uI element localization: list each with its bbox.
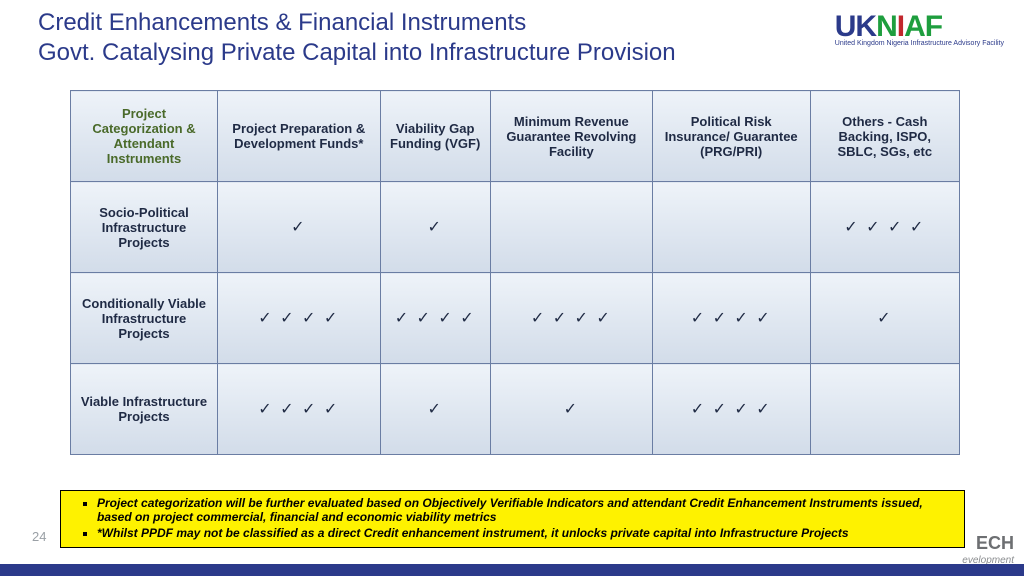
tick-marks: ✓ ✓ ✓ ✓	[258, 310, 339, 327]
table-cell: ✓ ✓ ✓ ✓	[218, 273, 381, 364]
table-cell: ✓	[490, 364, 652, 455]
table-cell: ✓ ✓ ✓ ✓	[490, 273, 652, 364]
table-header-cell: Others - Cash Backing, ISPO, SBLC, SGs, …	[810, 91, 959, 182]
table-cell: ✓	[810, 273, 959, 364]
notes-box: Project categorization will be further e…	[60, 490, 965, 548]
row-label: Conditionally Viable Infrastructure Proj…	[71, 273, 218, 364]
tick-marks: ✓	[877, 310, 892, 327]
table-cell: ✓ ✓ ✓ ✓	[652, 364, 810, 455]
table-cell: ✓	[218, 182, 381, 273]
table-cell: ✓ ✓ ✓ ✓	[380, 273, 490, 364]
footer-logo-main: ECH	[976, 533, 1014, 554]
page-number: 24	[32, 529, 46, 544]
table-row: Conditionally Viable Infrastructure Proj…	[71, 273, 960, 364]
table-header-cell: Viability Gap Funding (VGF)	[380, 91, 490, 182]
slide: Credit Enhancements & Financial Instrume…	[0, 0, 1024, 576]
table-row: Socio-Political Infrastructure Projects ✓…	[71, 182, 960, 273]
notes-list: Project categorization will be further e…	[87, 496, 954, 540]
tick-marks: ✓	[427, 401, 442, 418]
logo-i: I	[897, 10, 904, 43]
tick-marks: ✓	[427, 219, 442, 236]
table-header-cell: Project Categorization & Attendant Instr…	[71, 91, 218, 182]
logo-af: AF	[904, 10, 942, 43]
tick-marks: ✓ ✓ ✓ ✓	[395, 310, 476, 327]
tick-marks: ✓ ✓ ✓ ✓	[531, 310, 612, 327]
logo-uk: UK	[835, 10, 876, 43]
footer-bar	[0, 564, 1024, 576]
table-header-cell: Minimum Revenue Guarantee Revolving Faci…	[490, 91, 652, 182]
table-cell	[490, 182, 652, 273]
table-cell: ✓ ✓ ✓ ✓	[652, 273, 810, 364]
row-label: Viable Infrastructure Projects	[71, 364, 218, 455]
tick-marks: ✓ ✓ ✓ ✓	[258, 401, 339, 418]
table-row: Viable Infrastructure Projects ✓ ✓ ✓ ✓ ✓ ✓ ✓…	[71, 364, 960, 455]
title-line-2: Govt. Catalysing Private Capital into In…	[38, 38, 678, 68]
table-cell: ✓ ✓ ✓ ✓	[218, 364, 381, 455]
instruments-table: Project Categorization & Attendant Instr…	[70, 90, 960, 455]
logo-subtitle: United Kingdom Nigeria Infrastructure Ad…	[835, 40, 1004, 47]
table-header-cell: Project Preparation & Development Funds*	[218, 91, 381, 182]
tick-marks: ✓ ✓ ✓ ✓	[691, 310, 772, 327]
slide-title: Credit Enhancements & Financial Instrume…	[38, 8, 678, 68]
table-header-cell: Political Risk Insurance/ Guarantee (PRG…	[652, 91, 810, 182]
tick-marks: ✓	[564, 401, 579, 418]
logo-n: N	[876, 10, 897, 43]
table-cell: ✓	[380, 182, 490, 273]
table-cell	[652, 182, 810, 273]
tick-marks: ✓	[291, 219, 306, 236]
table-header-row: Project Categorization & Attendant Instr…	[71, 91, 960, 182]
table-cell: ✓	[380, 364, 490, 455]
table-cell: ✓ ✓ ✓ ✓	[810, 182, 959, 273]
note-item: Project categorization will be further e…	[97, 496, 954, 524]
row-label: Socio-Political Infrastructure Projects	[71, 182, 218, 273]
table-cell	[810, 364, 959, 455]
note-item: *Whilst PPDF may not be classified as a …	[97, 526, 954, 540]
ukniaf-logo: UKNIAF United Kingdom Nigeria Infrastruc…	[835, 10, 1004, 47]
title-line-1: Credit Enhancements & Financial Instrume…	[38, 8, 678, 38]
tick-marks: ✓ ✓ ✓ ✓	[844, 219, 925, 236]
tick-marks: ✓ ✓ ✓ ✓	[691, 401, 772, 418]
